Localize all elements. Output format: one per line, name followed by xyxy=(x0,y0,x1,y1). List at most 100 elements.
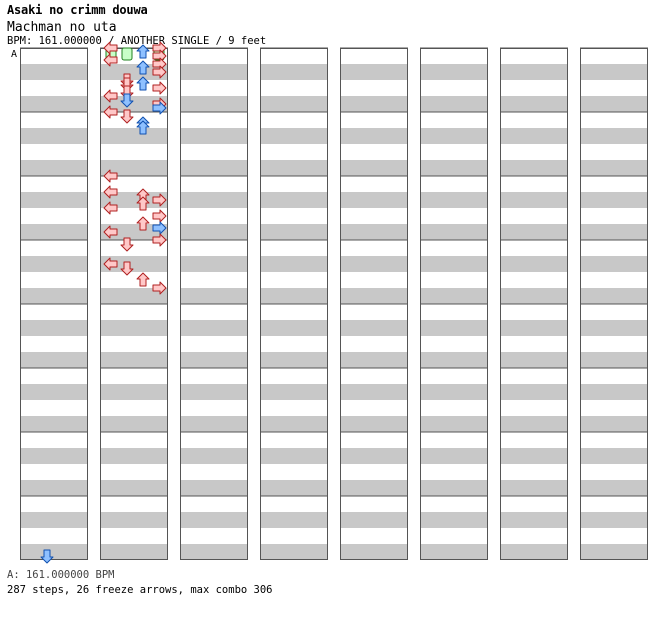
beat-band xyxy=(420,352,488,368)
beat-band xyxy=(180,384,248,400)
beat-band xyxy=(100,128,168,144)
beat-band xyxy=(180,160,248,176)
beat-band xyxy=(100,544,168,560)
beat-band xyxy=(180,96,248,112)
beat-band xyxy=(180,288,248,304)
beat-band xyxy=(500,544,568,560)
beat-band xyxy=(340,480,408,496)
beat-band xyxy=(340,352,408,368)
beat-band xyxy=(260,480,328,496)
beat-band xyxy=(100,64,168,80)
beat-band xyxy=(580,224,648,240)
beat-band xyxy=(100,288,168,304)
beat-band xyxy=(20,544,88,560)
beat-band xyxy=(500,448,568,464)
beat-band xyxy=(260,224,328,240)
beat-band xyxy=(260,384,328,400)
marker-label: A xyxy=(11,49,17,60)
beat-band xyxy=(420,544,488,560)
beat-band xyxy=(100,224,168,240)
step-arrow xyxy=(152,209,167,223)
beat-band xyxy=(180,480,248,496)
chart-summary: 287 steps, 26 freeze arrows, max combo 3… xyxy=(7,584,273,596)
beat-band xyxy=(180,256,248,272)
beat-band xyxy=(260,128,328,144)
beat-band xyxy=(500,288,568,304)
beat-band xyxy=(420,128,488,144)
beat-band xyxy=(100,448,168,464)
beat-band xyxy=(180,544,248,560)
beat-band xyxy=(180,416,248,432)
beat-band xyxy=(500,224,568,240)
chart-column xyxy=(100,48,168,560)
beat-band xyxy=(420,96,488,112)
beat-band xyxy=(500,352,568,368)
beat-band xyxy=(420,384,488,400)
beat-band xyxy=(180,128,248,144)
beat-band xyxy=(100,320,168,336)
beat-band xyxy=(100,160,168,176)
beat-band xyxy=(420,160,488,176)
beat-band xyxy=(20,320,88,336)
beat-band xyxy=(580,544,648,560)
beat-band xyxy=(420,480,488,496)
beat-band xyxy=(20,224,88,240)
beat-band xyxy=(420,64,488,80)
beat-band xyxy=(340,320,408,336)
beat-band xyxy=(420,192,488,208)
beat-band xyxy=(180,224,248,240)
beat-band xyxy=(500,256,568,272)
beat-band xyxy=(20,384,88,400)
beat-band xyxy=(580,320,648,336)
beat-band xyxy=(260,192,328,208)
beat-band xyxy=(580,160,648,176)
beat-band xyxy=(260,288,328,304)
beat-band xyxy=(20,448,88,464)
beat-band xyxy=(100,96,168,112)
beat-band xyxy=(260,512,328,528)
beat-band xyxy=(420,256,488,272)
beat-band xyxy=(500,192,568,208)
beat-band xyxy=(100,352,168,368)
beat-band xyxy=(340,224,408,240)
beat-band xyxy=(580,416,648,432)
beat-band xyxy=(180,320,248,336)
beat-band xyxy=(580,192,648,208)
beat-band xyxy=(260,256,328,272)
beat-band xyxy=(340,384,408,400)
beat-band xyxy=(100,256,168,272)
beat-band xyxy=(100,192,168,208)
beat-band xyxy=(340,256,408,272)
beat-band xyxy=(340,288,408,304)
beat-band xyxy=(180,64,248,80)
beat-band xyxy=(20,416,88,432)
chart-column xyxy=(500,48,568,560)
beat-band xyxy=(340,160,408,176)
beat-band xyxy=(580,128,648,144)
chart-meta: BPM: 161.000000 / ANOTHER SINGLE / 9 fee… xyxy=(7,35,267,47)
beat-band xyxy=(20,96,88,112)
beat-band xyxy=(20,192,88,208)
beat-band xyxy=(500,480,568,496)
beat-band xyxy=(420,224,488,240)
beat-band xyxy=(580,480,648,496)
beat-band xyxy=(20,128,88,144)
beat-band xyxy=(340,448,408,464)
beat-band xyxy=(580,64,648,80)
beat-band xyxy=(340,416,408,432)
beat-band xyxy=(580,256,648,272)
beat-band xyxy=(340,128,408,144)
beat-band xyxy=(340,96,408,112)
beat-band xyxy=(260,160,328,176)
beat-band xyxy=(500,160,568,176)
beat-band xyxy=(100,512,168,528)
beat-band xyxy=(20,160,88,176)
beat-band xyxy=(340,64,408,80)
chart-column xyxy=(420,48,488,560)
chart-column xyxy=(180,48,248,560)
beat-band xyxy=(100,384,168,400)
beat-band xyxy=(580,384,648,400)
beat-band xyxy=(20,512,88,528)
beat-band xyxy=(580,352,648,368)
